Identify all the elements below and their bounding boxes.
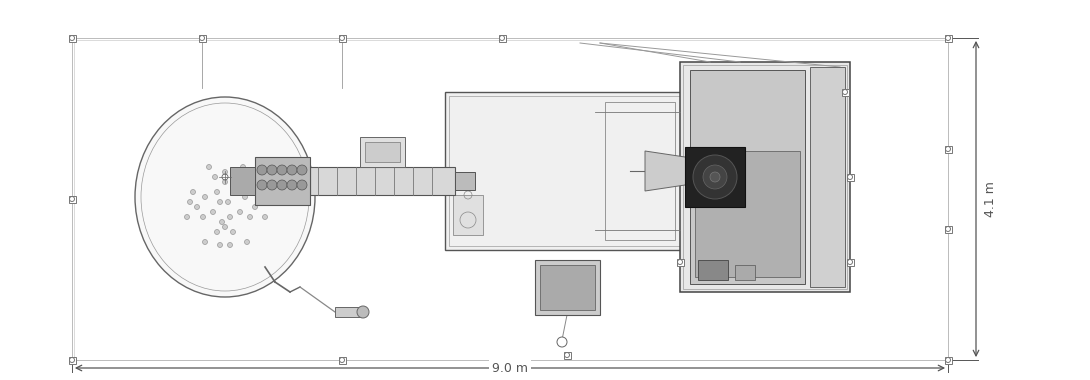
- Circle shape: [267, 165, 277, 175]
- Bar: [677, 258, 683, 266]
- Circle shape: [257, 180, 267, 190]
- Circle shape: [218, 200, 222, 204]
- Circle shape: [232, 190, 238, 195]
- Circle shape: [203, 239, 207, 244]
- Circle shape: [218, 242, 222, 247]
- Bar: [564, 352, 570, 358]
- Bar: [945, 225, 952, 233]
- Circle shape: [287, 165, 296, 175]
- Circle shape: [215, 190, 219, 195]
- Bar: [453, 195, 483, 235]
- Bar: [735, 265, 755, 280]
- Circle shape: [277, 180, 287, 190]
- Bar: [310, 167, 455, 195]
- Circle shape: [222, 169, 228, 174]
- Circle shape: [201, 214, 206, 220]
- Circle shape: [247, 214, 253, 220]
- Bar: [605, 102, 675, 240]
- Circle shape: [228, 214, 232, 220]
- Bar: [449, 96, 816, 246]
- Bar: [339, 35, 346, 41]
- Circle shape: [277, 165, 287, 175]
- Circle shape: [222, 225, 228, 230]
- Circle shape: [234, 174, 240, 179]
- Bar: [680, 62, 850, 292]
- Bar: [540, 265, 595, 310]
- Circle shape: [557, 337, 567, 347]
- Bar: [69, 195, 75, 203]
- Bar: [335, 307, 363, 317]
- Text: 4.1 m: 4.1 m: [984, 181, 997, 217]
- Bar: [695, 150, 800, 277]
- Bar: [683, 65, 847, 289]
- Bar: [72, 38, 948, 360]
- Circle shape: [194, 204, 199, 209]
- Circle shape: [206, 165, 211, 169]
- Bar: [255, 157, 310, 205]
- Circle shape: [693, 155, 737, 199]
- Circle shape: [222, 179, 228, 185]
- Bar: [339, 356, 346, 364]
- Bar: [198, 35, 206, 41]
- Text: 9.0 m: 9.0 m: [492, 361, 528, 375]
- Bar: [945, 146, 952, 152]
- Bar: [230, 167, 255, 195]
- Bar: [360, 137, 405, 167]
- Bar: [810, 67, 845, 287]
- Polygon shape: [645, 151, 725, 191]
- Circle shape: [253, 204, 257, 209]
- Bar: [690, 70, 806, 284]
- Circle shape: [257, 190, 263, 195]
- Bar: [498, 35, 506, 41]
- Circle shape: [210, 209, 216, 214]
- Circle shape: [184, 214, 190, 220]
- Circle shape: [242, 195, 247, 200]
- Bar: [685, 147, 744, 207]
- Bar: [365, 142, 400, 162]
- Circle shape: [238, 209, 242, 214]
- Bar: [945, 35, 952, 41]
- Circle shape: [213, 174, 218, 179]
- Bar: [445, 92, 820, 250]
- Bar: [698, 260, 728, 280]
- Bar: [945, 356, 952, 364]
- Circle shape: [257, 165, 267, 175]
- Circle shape: [230, 230, 235, 234]
- Circle shape: [228, 242, 232, 247]
- Ellipse shape: [135, 97, 315, 297]
- Circle shape: [267, 180, 277, 190]
- Circle shape: [358, 306, 370, 318]
- Circle shape: [226, 200, 230, 204]
- Circle shape: [296, 180, 307, 190]
- Circle shape: [710, 172, 720, 182]
- Circle shape: [219, 220, 225, 225]
- Circle shape: [187, 200, 193, 204]
- Circle shape: [261, 200, 266, 204]
- Bar: [847, 174, 853, 180]
- Circle shape: [241, 165, 245, 169]
- Circle shape: [287, 180, 296, 190]
- Bar: [847, 258, 853, 266]
- Circle shape: [263, 214, 267, 220]
- Circle shape: [203, 195, 207, 200]
- Bar: [535, 260, 600, 315]
- Circle shape: [703, 165, 727, 189]
- Bar: [455, 172, 475, 190]
- Bar: [69, 356, 75, 364]
- Circle shape: [191, 190, 195, 195]
- Bar: [841, 89, 848, 95]
- Circle shape: [215, 230, 219, 234]
- Circle shape: [244, 239, 250, 244]
- Bar: [69, 35, 75, 41]
- Circle shape: [296, 165, 307, 175]
